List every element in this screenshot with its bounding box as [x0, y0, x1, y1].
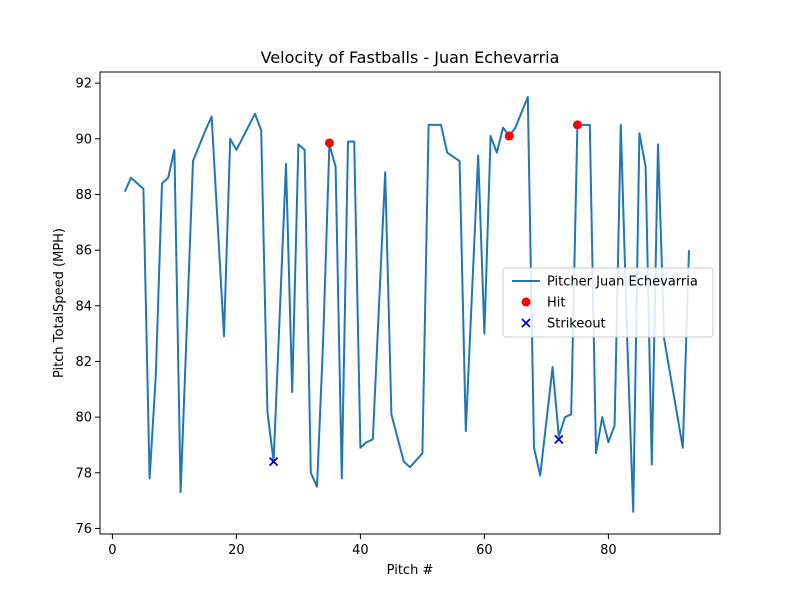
plot-area — [123, 96, 690, 513]
y-axis-title: Pitch TotalSpeed (MPH) — [52, 228, 67, 378]
hit-point — [324, 138, 334, 148]
y-tick-label: 78 — [75, 466, 92, 481]
axes: 0 20 40 60 80 76 78 80 82 84 86 88 90 92 — [75, 71, 721, 558]
hit-point — [572, 120, 582, 130]
x-tick-label: 60 — [476, 543, 493, 558]
legend-box — [502, 267, 714, 338]
y-tick-label: 84 — [75, 299, 92, 314]
y-tick-label: 76 — [75, 522, 92, 537]
axes-frame — [99, 71, 721, 535]
y-tick-label: 86 — [75, 244, 92, 259]
legend-label: Pitcher Juan Echevarria — [547, 275, 698, 290]
x-tick-label: 80 — [600, 543, 617, 558]
x-axis-title: Pitch # — [387, 563, 434, 578]
strikeout-point — [554, 434, 564, 445]
x-tick-label: 0 — [108, 543, 116, 558]
chart-title: Velocity of Fastballs - Juan Echevarria — [261, 48, 560, 67]
legend-swatch-hit — [521, 297, 531, 307]
legend-label: Hit — [547, 296, 565, 311]
hit-point — [504, 131, 514, 141]
y-tick-label: 80 — [75, 411, 92, 426]
legend: Pitcher Juan Echevarria Hit Strikeout — [502, 267, 714, 338]
legend-label: Strikeout — [547, 317, 606, 332]
legend-swatch-strikeout — [521, 318, 531, 328]
series-line-pitcher — [123, 96, 690, 513]
y-tick-label: 82 — [75, 355, 92, 370]
x-tick-label: 20 — [228, 543, 245, 558]
y-tick-label: 92 — [75, 77, 92, 92]
y-tick-label: 88 — [75, 188, 92, 203]
x-tick-label: 40 — [352, 543, 369, 558]
strikeout-point — [268, 457, 279, 467]
y-tick-label: 90 — [75, 132, 92, 147]
